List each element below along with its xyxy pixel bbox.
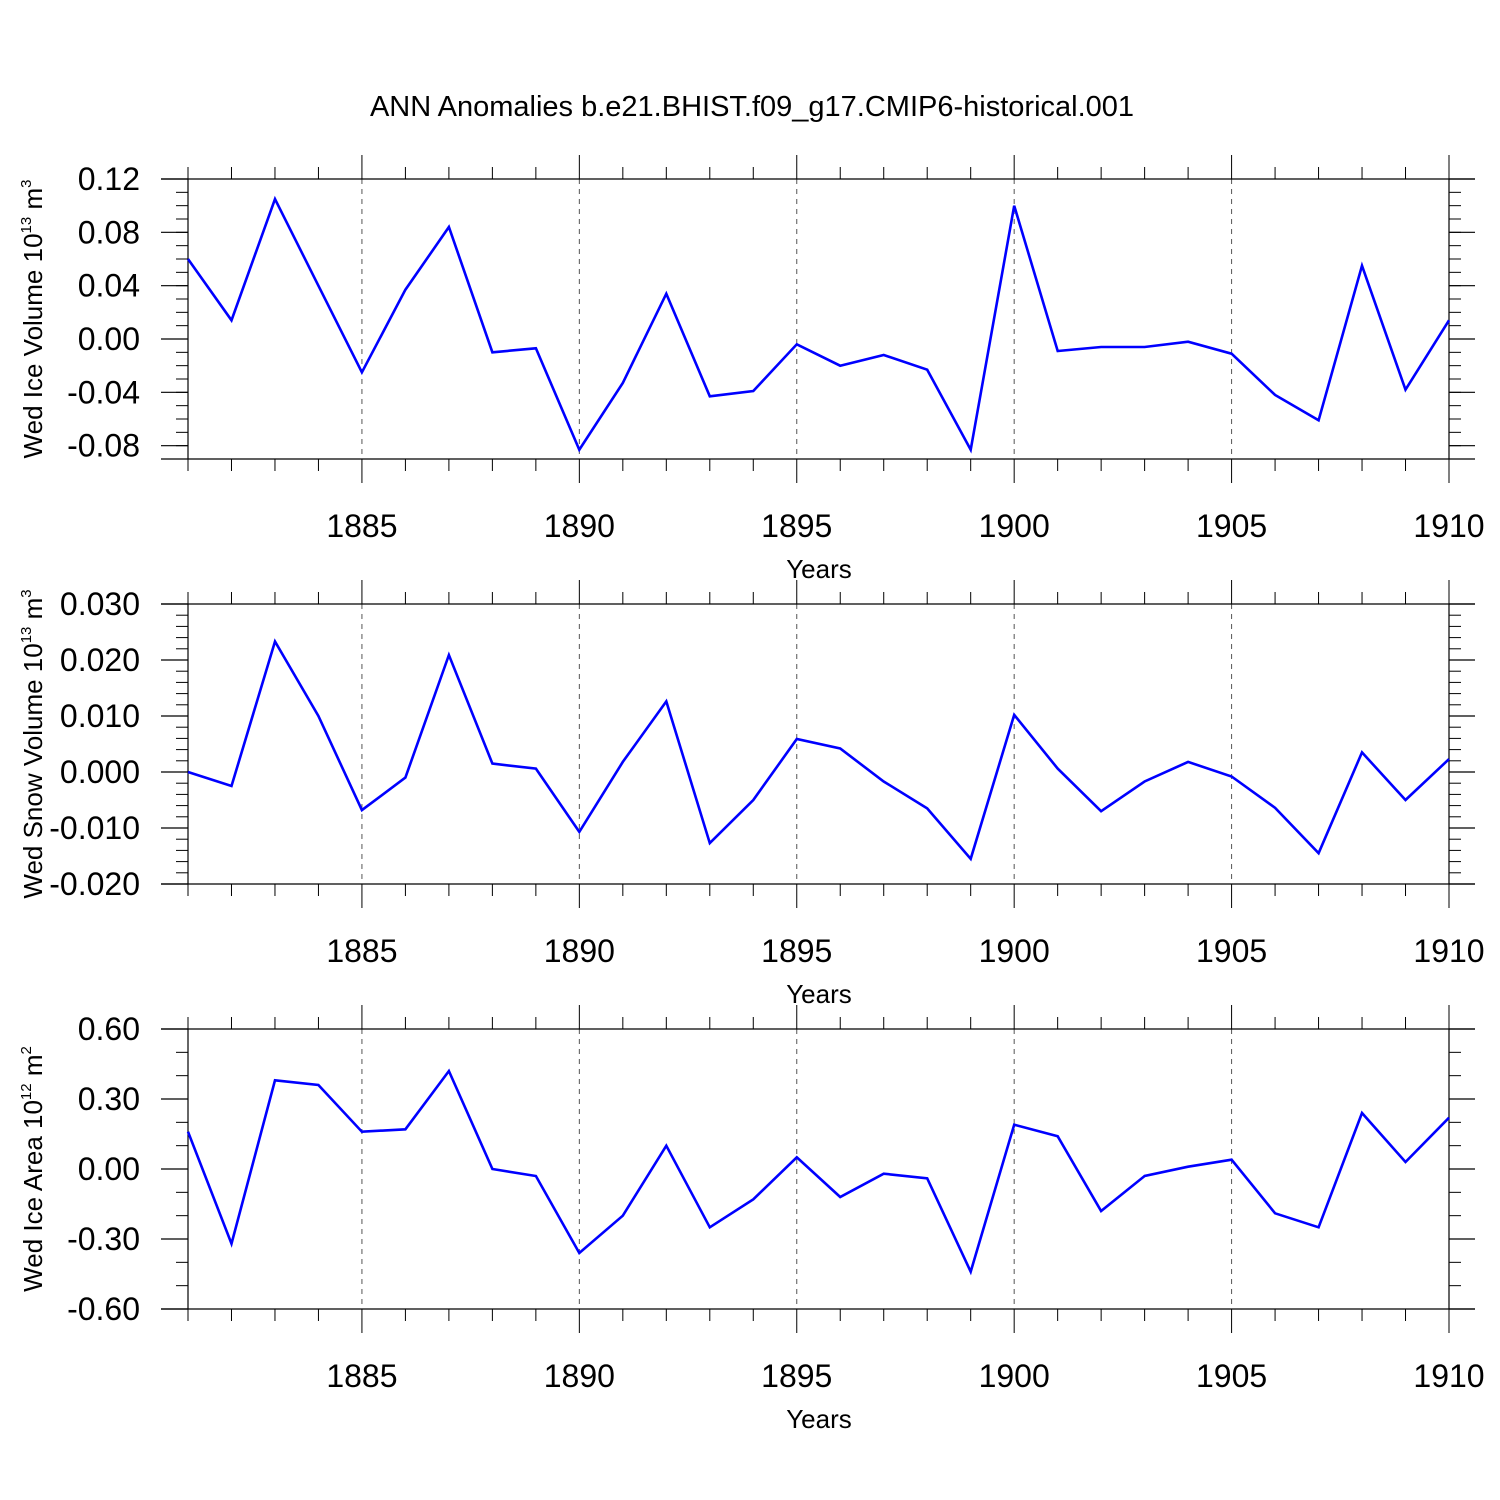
y-tick-label: 0.000 <box>60 754 140 790</box>
x-axis-label: Years <box>786 554 852 584</box>
y-tick-label: 0.00 <box>78 1151 140 1187</box>
series-line <box>186 195 1451 454</box>
y-axis-label: Wed Ice Area 1012 m2 <box>18 1046 48 1292</box>
y-axis-label: Wed Snow Volume 1013 m3 <box>18 589 48 898</box>
panel-2: -0.020 -0.010 0.000 0.010 0.020 0.030 1885 1890… <box>18 580 1485 1009</box>
x-tick-label: 1895 <box>761 508 832 544</box>
y-tick-label: -0.04 <box>67 374 140 410</box>
y-tick-label: 0.60 <box>78 1011 140 1047</box>
x-tick-label: 1895 <box>761 933 832 969</box>
x-tick-label: 1885 <box>326 508 397 544</box>
y-tick-label: 0.010 <box>60 698 140 734</box>
x-axis-label: Years <box>786 979 852 1009</box>
y-tick-label: 0.00 <box>78 321 140 357</box>
x-tick-label: 1885 <box>326 933 397 969</box>
chart-title: ANN Anomalies b.e21.BHIST.f09_g17.CMIP6-… <box>370 91 1134 123</box>
x-tick-label: 1890 <box>544 933 615 969</box>
x-tick-label: 1905 <box>1196 1358 1267 1394</box>
x-tick-label: 1905 <box>1196 508 1267 544</box>
y-tick-label: 0.08 <box>78 214 140 250</box>
x-tick-label: 1900 <box>979 508 1050 544</box>
x-tick-label: 1900 <box>979 933 1050 969</box>
x-tick-label: 1910 <box>1413 1358 1484 1394</box>
y-tick-label: -0.020 <box>49 866 140 902</box>
x-tick-label: 1900 <box>979 1358 1050 1394</box>
y-tick-label: 0.020 <box>60 642 140 678</box>
y-tick-label: -0.60 <box>67 1291 140 1327</box>
y-tick-label: 0.030 <box>60 586 140 622</box>
x-axis-label: Years <box>786 1404 852 1434</box>
x-tick-label: 1890 <box>544 1358 615 1394</box>
y-tick-label: 0.12 <box>78 161 140 197</box>
x-tick-label: 1890 <box>544 508 615 544</box>
series-line <box>187 638 1450 862</box>
y-tick-label: -0.08 <box>67 428 140 464</box>
x-tick-label: 1885 <box>326 1358 397 1394</box>
x-tick-label: 1895 <box>761 1358 832 1394</box>
y-tick-label: 0.04 <box>78 268 140 304</box>
y-tick-label: -0.30 <box>67 1221 140 1257</box>
x-tick-label: 1910 <box>1413 933 1484 969</box>
y-axis-label: Wed Ice Volume 1013 m3 <box>18 180 48 459</box>
y-tick-label: 0.30 <box>78 1081 140 1117</box>
y-tick-label: -0.010 <box>49 810 140 846</box>
x-tick-label: 1905 <box>1196 933 1267 969</box>
series-line <box>186 1068 1450 1276</box>
panels: -0.08 -0.04 0.00 0.04 0.08 0.12 1885 1890 1895 19… <box>18 155 1485 1434</box>
panel-3: -0.60 -0.30 0.00 0.30 0.60 1885 1890 1895 1900 19… <box>18 1005 1485 1434</box>
panel-1: -0.08 -0.04 0.00 0.04 0.08 0.12 1885 1890 1895 19… <box>18 155 1485 584</box>
x-tick-label: 1910 <box>1413 508 1484 544</box>
